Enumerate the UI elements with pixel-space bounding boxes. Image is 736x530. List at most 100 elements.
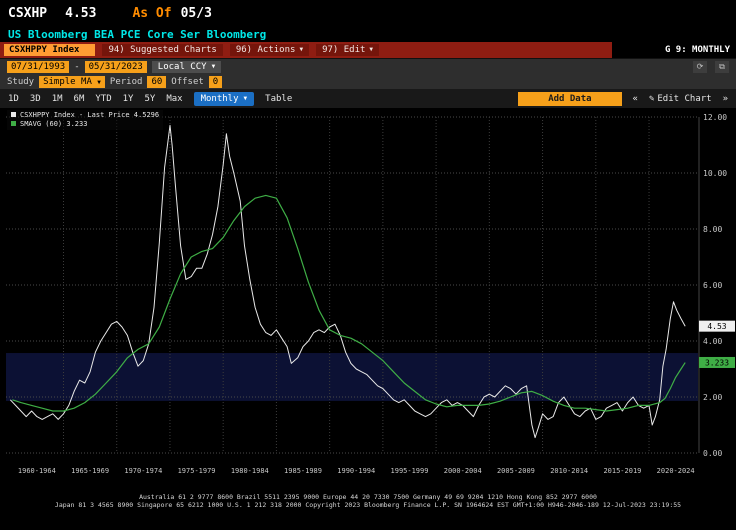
legend-price-label: CSXHPPY Index - Last Price: [20, 111, 130, 119]
x-tick-label: 1960-1964: [18, 467, 56, 475]
actions-button[interactable]: 96) Actions ▼: [229, 44, 310, 56]
axis-marker: [699, 356, 735, 368]
price-series-swatch-icon: [11, 112, 16, 117]
legend-item-smavg: SMAVG (60) 3.233: [11, 120, 159, 129]
refresh-icon: ⟳: [696, 62, 704, 71]
actions-label: 96) Actions: [235, 45, 296, 55]
study-controls-row: Study Simple MA ▼ Period 60 Offset 0: [0, 74, 736, 89]
highlight-band: [6, 353, 698, 401]
y-tick-label: 12.00: [703, 113, 727, 122]
ticker-symbol: CSXHP: [8, 5, 48, 21]
edit-button[interactable]: 97) Edit ▼: [316, 44, 380, 56]
range-tab-3d[interactable]: 3D: [29, 93, 41, 104]
date-controls-row: 07/31/1993 - 05/31/2023 Local CCY ▼ ⟳ ⧉: [0, 58, 736, 74]
date-separator: -: [74, 61, 80, 72]
next-chart-button[interactable]: »: [722, 93, 728, 104]
study-label: Study: [7, 76, 35, 87]
range-tab-1d[interactable]: 1D: [8, 93, 19, 104]
x-tick-label: 1990-1994: [337, 467, 375, 475]
chart-mode-label: G 9: MONTHLY: [612, 42, 736, 58]
legend-price-value: 4.5296: [133, 111, 160, 119]
study-value: Simple MA: [43, 76, 92, 87]
range-tab-1y[interactable]: 1Y: [122, 93, 134, 104]
x-tick-label: 2000-2004: [444, 467, 482, 475]
chevron-down-icon: ▼: [243, 94, 248, 102]
chevron-down-icon: ▼: [299, 46, 304, 53]
last-price-value: 4.53: [65, 5, 97, 21]
x-tick-label: 1985-1989: [284, 467, 322, 475]
frequency-select[interactable]: Monthly ▼: [193, 91, 255, 106]
range-tab-6m[interactable]: 6M: [73, 93, 85, 104]
edit-chart-button[interactable]: ✎ Edit Chart: [649, 94, 712, 104]
terminal-footer: Australia 61 2 9777 8600 Brazil 5511 239…: [0, 490, 736, 530]
popout-icon: ⧉: [719, 61, 725, 71]
range-tab-max[interactable]: Max: [166, 93, 183, 104]
period-label: Period: [109, 76, 143, 87]
as-of-label: As Of: [132, 5, 172, 21]
x-tick-label: 1975-1979: [178, 467, 216, 475]
popout-button[interactable]: ⧉: [715, 60, 729, 73]
legend-smavg-value: 3.233: [66, 120, 88, 128]
series-last-price: [9, 124, 686, 439]
chart-area[interactable]: CSXHPPY Index - Last Price 4.5296 SMAVG …: [0, 108, 736, 490]
smavg-series-swatch-icon: [11, 121, 16, 126]
add-data-button[interactable]: Add Data: [518, 91, 622, 106]
x-tick-label: 1965-1969: [71, 467, 109, 475]
axis-marker: [699, 320, 735, 332]
range-tab-5y[interactable]: 5Y: [144, 93, 156, 104]
security-description-bar: US Bloomberg BEA PCE Core Ser Bloomberg: [0, 26, 736, 42]
y-tick-label: 6.00: [703, 281, 722, 290]
table-button[interactable]: Table: [265, 93, 293, 104]
date-from-input[interactable]: 07/31/1993: [7, 60, 70, 73]
security-ticker-input[interactable]: CSXHPPY Index: [4, 44, 96, 56]
y-tick-label: 10.00: [703, 169, 727, 178]
function-bar-red: CSXHPPY Index 94) Suggested Charts 96) A…: [0, 42, 612, 58]
price-chart: 0.00 2.00 4.00 6.00 8.00 10.00 12.00 1960-1964 1…: [6, 113, 735, 475]
chevron-down-icon: ▼: [97, 78, 101, 86]
range-tab-1m[interactable]: 1M: [51, 93, 63, 104]
study-select[interactable]: Simple MA ▼: [39, 75, 105, 88]
currency-value: Local CCY: [157, 61, 207, 72]
chevron-down-icon: ▼: [211, 62, 216, 70]
legend-smavg-label: SMAVG (60): [20, 120, 63, 128]
suggested-charts-button[interactable]: 94) Suggested Charts: [102, 44, 223, 56]
y-tick-label: 8.00: [703, 225, 722, 234]
x-tick-label: 2010-2014: [550, 467, 588, 475]
as-of-date: 05/3: [180, 5, 212, 21]
x-tick-label: 2005-2009: [497, 467, 535, 475]
x-tick-label: 1995-1999: [391, 467, 429, 475]
x-tick-label: 2020-2024: [657, 467, 695, 475]
y-tick-label: 4.00: [703, 337, 722, 346]
frequency-value: Monthly: [200, 93, 239, 104]
y-tick-label: 0.00: [703, 449, 722, 458]
chart-legend: CSXHPPY Index - Last Price 4.5296 SMAVG …: [7, 110, 164, 130]
suggested-charts-label: 94) Suggested Charts: [108, 45, 217, 55]
offset-input[interactable]: 0: [208, 75, 223, 88]
range-tab-ytd[interactable]: YTD: [95, 93, 112, 104]
refresh-button[interactable]: ⟳: [693, 60, 707, 73]
period-input[interactable]: 60: [147, 75, 167, 88]
security-name[interactable]: US Bloomberg BEA PCE Core Ser Bloomberg: [8, 27, 267, 41]
function-bar: CSXHPPY Index 94) Suggested Charts 96) A…: [0, 42, 736, 58]
axis-marker-value: 3.233: [705, 358, 729, 367]
y-tick-label: 2.00: [703, 393, 722, 402]
currency-select[interactable]: Local CCY ▼: [151, 60, 222, 73]
footer-phone-line: Australia 61 2 9777 8600 Brazil 5511 239…: [139, 493, 597, 501]
x-tick-label: 2015-2019: [603, 467, 641, 475]
chart-toolbar: 1D 3D 1M 6M YTD 1Y 5Y Max Monthly ▼ Tabl…: [0, 89, 736, 108]
axis-marker-value: 4.53: [707, 322, 726, 331]
pencil-icon: ✎: [648, 93, 655, 104]
prev-chart-button[interactable]: «: [632, 93, 638, 104]
date-to-input[interactable]: 05/31/2023: [84, 60, 147, 73]
x-tick-label: 1970-1974: [124, 467, 162, 475]
edit-chart-label: Edit Chart: [657, 93, 712, 104]
title-bar: CSXHP 4.53 As Of 05/3: [0, 0, 736, 26]
chevron-down-icon: ▼: [369, 46, 374, 53]
series-smavg: [12, 194, 686, 412]
offset-label: Offset: [171, 76, 204, 87]
x-tick-label: 1980-1984: [231, 467, 269, 475]
footer-copyright-line: Japan 81 3 4565 8900 Singapore 65 6212 1…: [54, 501, 682, 509]
legend-item-price: CSXHPPY Index - Last Price 4.5296: [11, 111, 159, 120]
chart-mode-text: G 9: MONTHLY: [664, 45, 730, 55]
edit-label: 97) Edit: [322, 45, 366, 55]
